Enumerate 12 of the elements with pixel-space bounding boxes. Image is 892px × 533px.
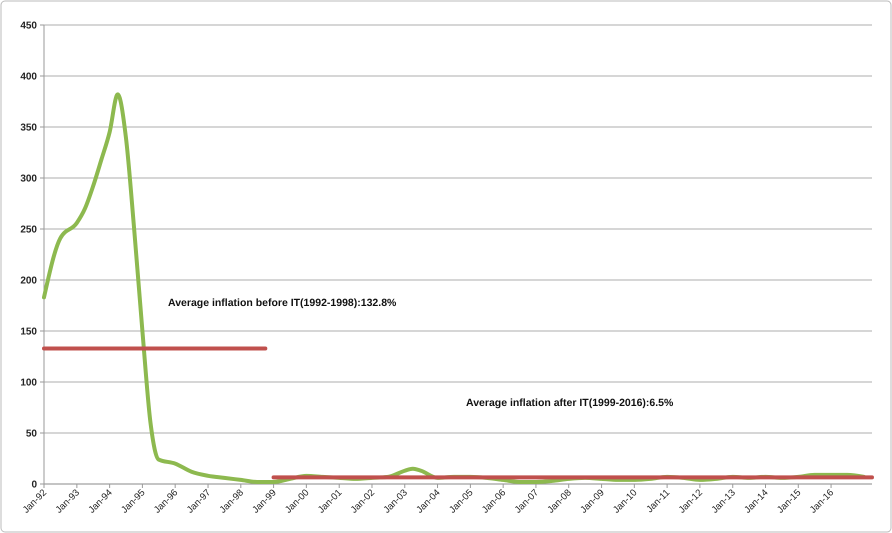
y-tick-label: 0 (31, 480, 38, 490)
y-tick-label: 200 (20, 276, 38, 286)
y-tick-label: 250 (20, 224, 38, 236)
annotation: Average inflation before IT(1992-1998):132.8% (168, 297, 398, 309)
y-tick-label: 450 (20, 20, 38, 32)
annotation: Average inflation after IT(1999-2016):6.5% (466, 397, 674, 409)
y-tick-label: 400 (20, 72, 38, 82)
y-tick-label: 150 (20, 326, 38, 338)
y-tick-label: 300 (20, 174, 38, 184)
y-tick-label: 100 (20, 378, 38, 388)
y-tick-label: 350 (20, 122, 38, 134)
y-tick-label: 50 (26, 428, 38, 440)
